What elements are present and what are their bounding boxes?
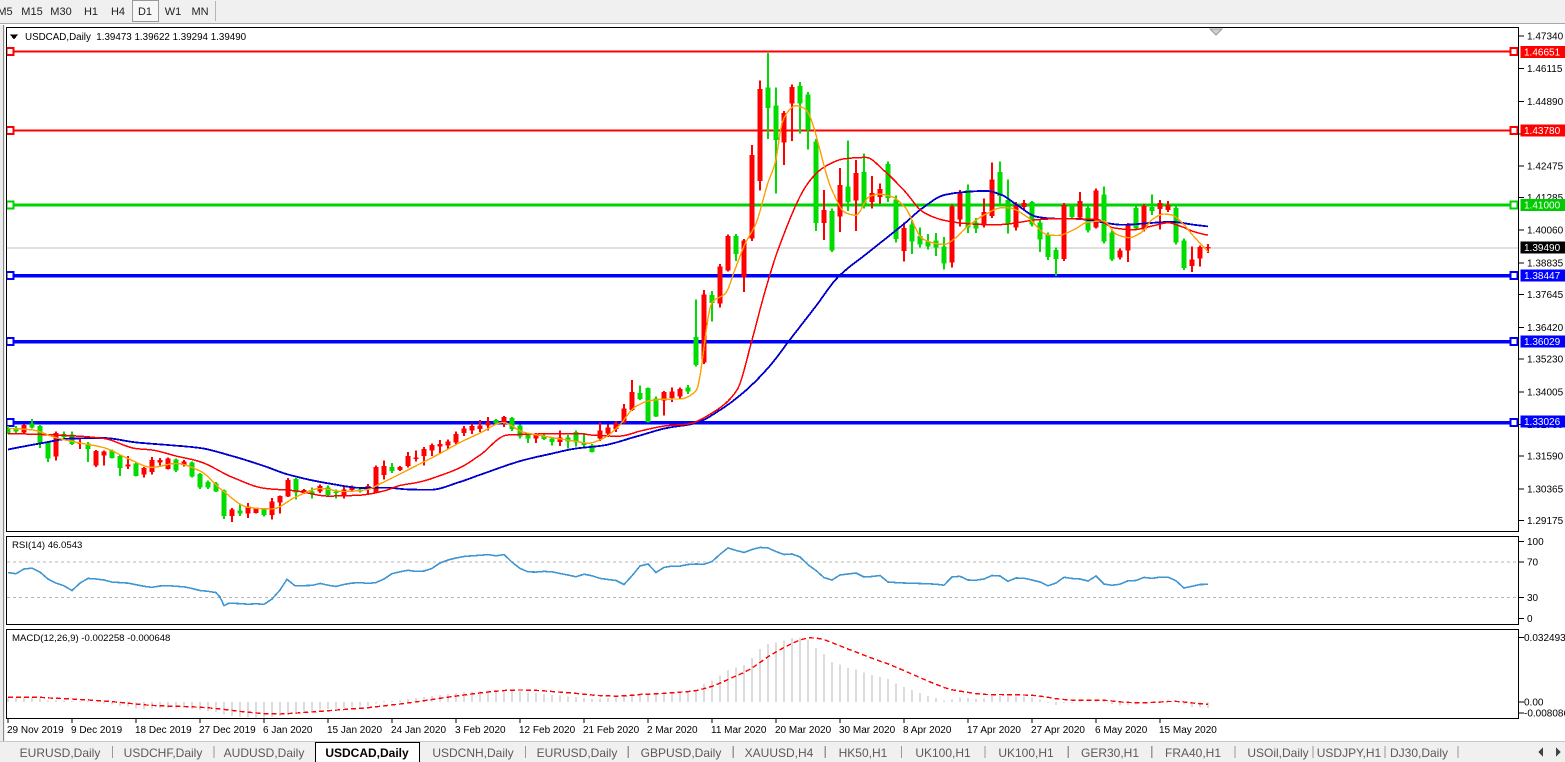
- svg-text:FRA40,H1: FRA40,H1: [1165, 746, 1221, 760]
- svg-text:15 May 2020: 15 May 2020: [1159, 725, 1217, 736]
- svg-text:1.38835: 1.38835: [1527, 258, 1564, 269]
- svg-text:AUDUSD,Daily: AUDUSD,Daily: [224, 746, 305, 760]
- svg-text:27 Dec 2019: 27 Dec 2019: [199, 725, 256, 736]
- svg-text:18 Dec 2019: 18 Dec 2019: [135, 725, 192, 736]
- svg-text:3 Feb 2020: 3 Feb 2020: [455, 725, 506, 736]
- svg-text:1.47340: 1.47340: [1527, 32, 1564, 43]
- svg-text:GER30,H1: GER30,H1: [1081, 746, 1139, 760]
- svg-text:GBPUSD,Daily: GBPUSD,Daily: [641, 746, 722, 760]
- svg-text:15 Jan 2020: 15 Jan 2020: [327, 725, 382, 736]
- svg-text:USDCAD,Daily 1.39473 1.39622: USDCAD,Daily 1.39473 1.39622 1.39294 1.3…: [25, 32, 247, 43]
- svg-text:1.33026: 1.33026: [1524, 417, 1561, 428]
- svg-text:1.42475: 1.42475: [1527, 161, 1564, 172]
- svg-text:UK100,H1: UK100,H1: [998, 746, 1054, 760]
- svg-text:17 Apr 2020: 17 Apr 2020: [967, 725, 1021, 736]
- svg-text:MACD(12,26,9) -0.002258 -0.000: MACD(12,26,9) -0.002258 -0.000648: [12, 633, 170, 644]
- svg-text:11 Mar 2020: 11 Mar 2020: [711, 725, 767, 736]
- svg-text:1.43780: 1.43780: [1524, 126, 1561, 137]
- svg-text:27 Apr 2020: 27 Apr 2020: [1031, 725, 1085, 736]
- svg-text:USOil,Daily: USOil,Daily: [1247, 746, 1308, 760]
- svg-text:30 Mar 2020: 30 Mar 2020: [839, 725, 896, 736]
- svg-text:24 Jan 2020: 24 Jan 2020: [391, 725, 446, 736]
- svg-text:1.31590: 1.31590: [1527, 452, 1564, 463]
- svg-text:W1: W1: [165, 6, 182, 18]
- svg-text:H1: H1: [84, 6, 98, 18]
- svg-text:1.41000: 1.41000: [1524, 201, 1561, 212]
- svg-text:1.46651: 1.46651: [1524, 48, 1561, 59]
- svg-text:UK100,H1: UK100,H1: [915, 746, 971, 760]
- svg-text:1.36029: 1.36029: [1524, 337, 1561, 348]
- svg-text:9 Dec 2019: 9 Dec 2019: [71, 725, 123, 736]
- svg-text:M5: M5: [0, 6, 13, 18]
- svg-text:USDCHF,Daily: USDCHF,Daily: [124, 746, 203, 760]
- svg-text:1.44890: 1.44890: [1527, 97, 1564, 108]
- svg-text:1.34005: 1.34005: [1527, 387, 1564, 398]
- svg-text:100: 100: [1527, 537, 1544, 548]
- svg-text:M15: M15: [21, 6, 42, 18]
- svg-text:12 Feb 2020: 12 Feb 2020: [519, 725, 576, 736]
- svg-text:2 Mar 2020: 2 Mar 2020: [647, 725, 698, 736]
- svg-text:RSI(14) 46.0543: RSI(14) 46.0543: [12, 540, 82, 551]
- svg-text:-0.008086: -0.008086: [1524, 709, 1565, 720]
- svg-text:D1: D1: [138, 6, 152, 18]
- svg-text:6 Jan 2020: 6 Jan 2020: [263, 725, 313, 736]
- svg-text:30: 30: [1527, 593, 1539, 604]
- svg-text:6 May 2020: 6 May 2020: [1095, 725, 1148, 736]
- svg-text:8 Apr 2020: 8 Apr 2020: [903, 725, 952, 736]
- svg-text:21 Feb 2020: 21 Feb 2020: [583, 725, 640, 736]
- svg-text:MN: MN: [191, 6, 208, 18]
- svg-text:XAUUSD,H4: XAUUSD,H4: [745, 746, 814, 760]
- svg-text:EURUSD,Daily: EURUSD,Daily: [537, 746, 618, 760]
- svg-text:1.30365: 1.30365: [1527, 484, 1564, 495]
- svg-text:0.00: 0.00: [1524, 698, 1544, 709]
- svg-text:USDCAD,Daily: USDCAD,Daily: [325, 746, 409, 760]
- svg-text:HK50,H1: HK50,H1: [839, 746, 888, 760]
- svg-text:USDJPY,H1: USDJPY,H1: [1317, 746, 1382, 760]
- svg-text:1.35230: 1.35230: [1527, 355, 1564, 366]
- svg-text:29 Nov 2019: 29 Nov 2019: [7, 725, 64, 736]
- svg-text:1.46115: 1.46115: [1527, 64, 1563, 75]
- svg-text:1.29175: 1.29175: [1527, 516, 1564, 527]
- svg-text:70: 70: [1527, 558, 1539, 569]
- svg-text:0.032493: 0.032493: [1524, 633, 1565, 644]
- svg-text:USDCNH,Daily: USDCNH,Daily: [432, 746, 513, 760]
- svg-text:1.41285: 1.41285: [1527, 193, 1564, 204]
- svg-text:1.37645: 1.37645: [1527, 290, 1564, 301]
- svg-text:M30: M30: [50, 6, 71, 18]
- svg-text:0: 0: [1527, 614, 1533, 625]
- svg-text:H4: H4: [111, 6, 125, 18]
- svg-text:EURUSD,Daily: EURUSD,Daily: [20, 746, 101, 760]
- svg-text:1.38447: 1.38447: [1524, 271, 1561, 282]
- svg-text:DJ30,Daily: DJ30,Daily: [1390, 746, 1448, 760]
- svg-text:1.36420: 1.36420: [1527, 323, 1564, 334]
- svg-text:1.39490: 1.39490: [1524, 243, 1561, 254]
- svg-text:20 Mar 2020: 20 Mar 2020: [775, 725, 832, 736]
- svg-text:1.40060: 1.40060: [1527, 226, 1564, 237]
